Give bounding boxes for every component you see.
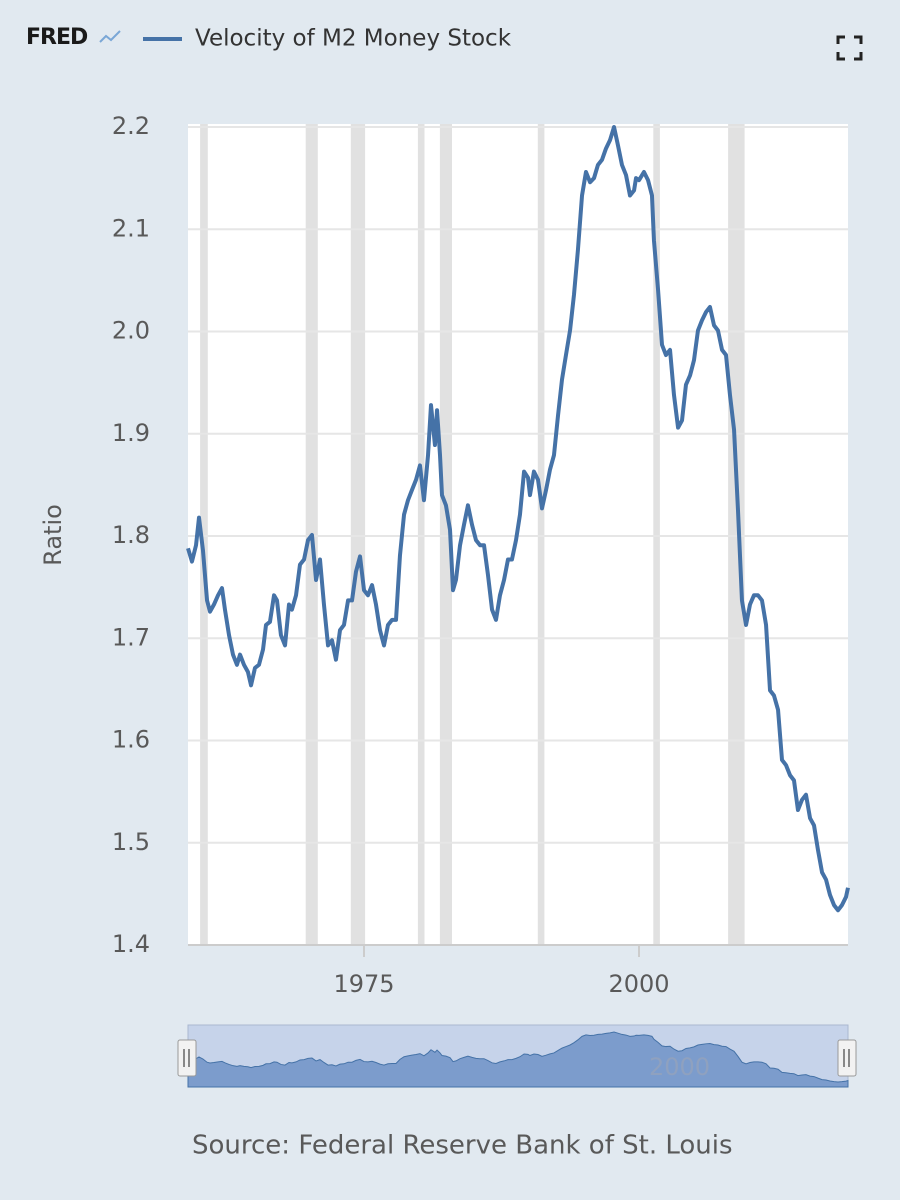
y-tick-label: 2.2	[112, 112, 150, 140]
recession-band	[417, 124, 425, 945]
recession-band	[350, 124, 366, 945]
y-tick-label: 2.0	[112, 317, 150, 345]
logo: FRED	[26, 25, 88, 50]
navigator-label: 2000	[649, 1053, 710, 1081]
y-tick-label: 2.1	[112, 214, 150, 242]
series-line	[186, 125, 850, 913]
recession-band	[728, 124, 745, 945]
x-tick-label: 1975	[333, 970, 394, 998]
y-tick-label: 1.8	[112, 521, 150, 549]
y-tick-label: 1.4	[112, 930, 150, 958]
logo-icon	[99, 30, 121, 43]
y-tick-label: 1.7	[112, 623, 150, 651]
legend-label: Velocity of M2 Money Stock	[195, 26, 512, 52]
navigator-handle[interactable]	[177, 1039, 197, 1077]
y-tick-label: 1.9	[112, 419, 150, 447]
fullscreen-button[interactable]	[836, 35, 863, 61]
recession-band	[200, 124, 208, 945]
y-axis-label: Ratio	[39, 504, 67, 566]
recession-band	[537, 124, 545, 945]
recession-band	[653, 124, 660, 945]
navigator-area	[187, 1031, 849, 1088]
y-tick-label: 1.5	[112, 828, 150, 856]
navigator-handle[interactable]	[837, 1039, 857, 1077]
y-tick-label: 1.6	[112, 726, 150, 754]
x-tick-label: 2000	[608, 970, 669, 998]
source: Source: Federal Reserve Bank of St. Loui…	[192, 1131, 733, 1161]
